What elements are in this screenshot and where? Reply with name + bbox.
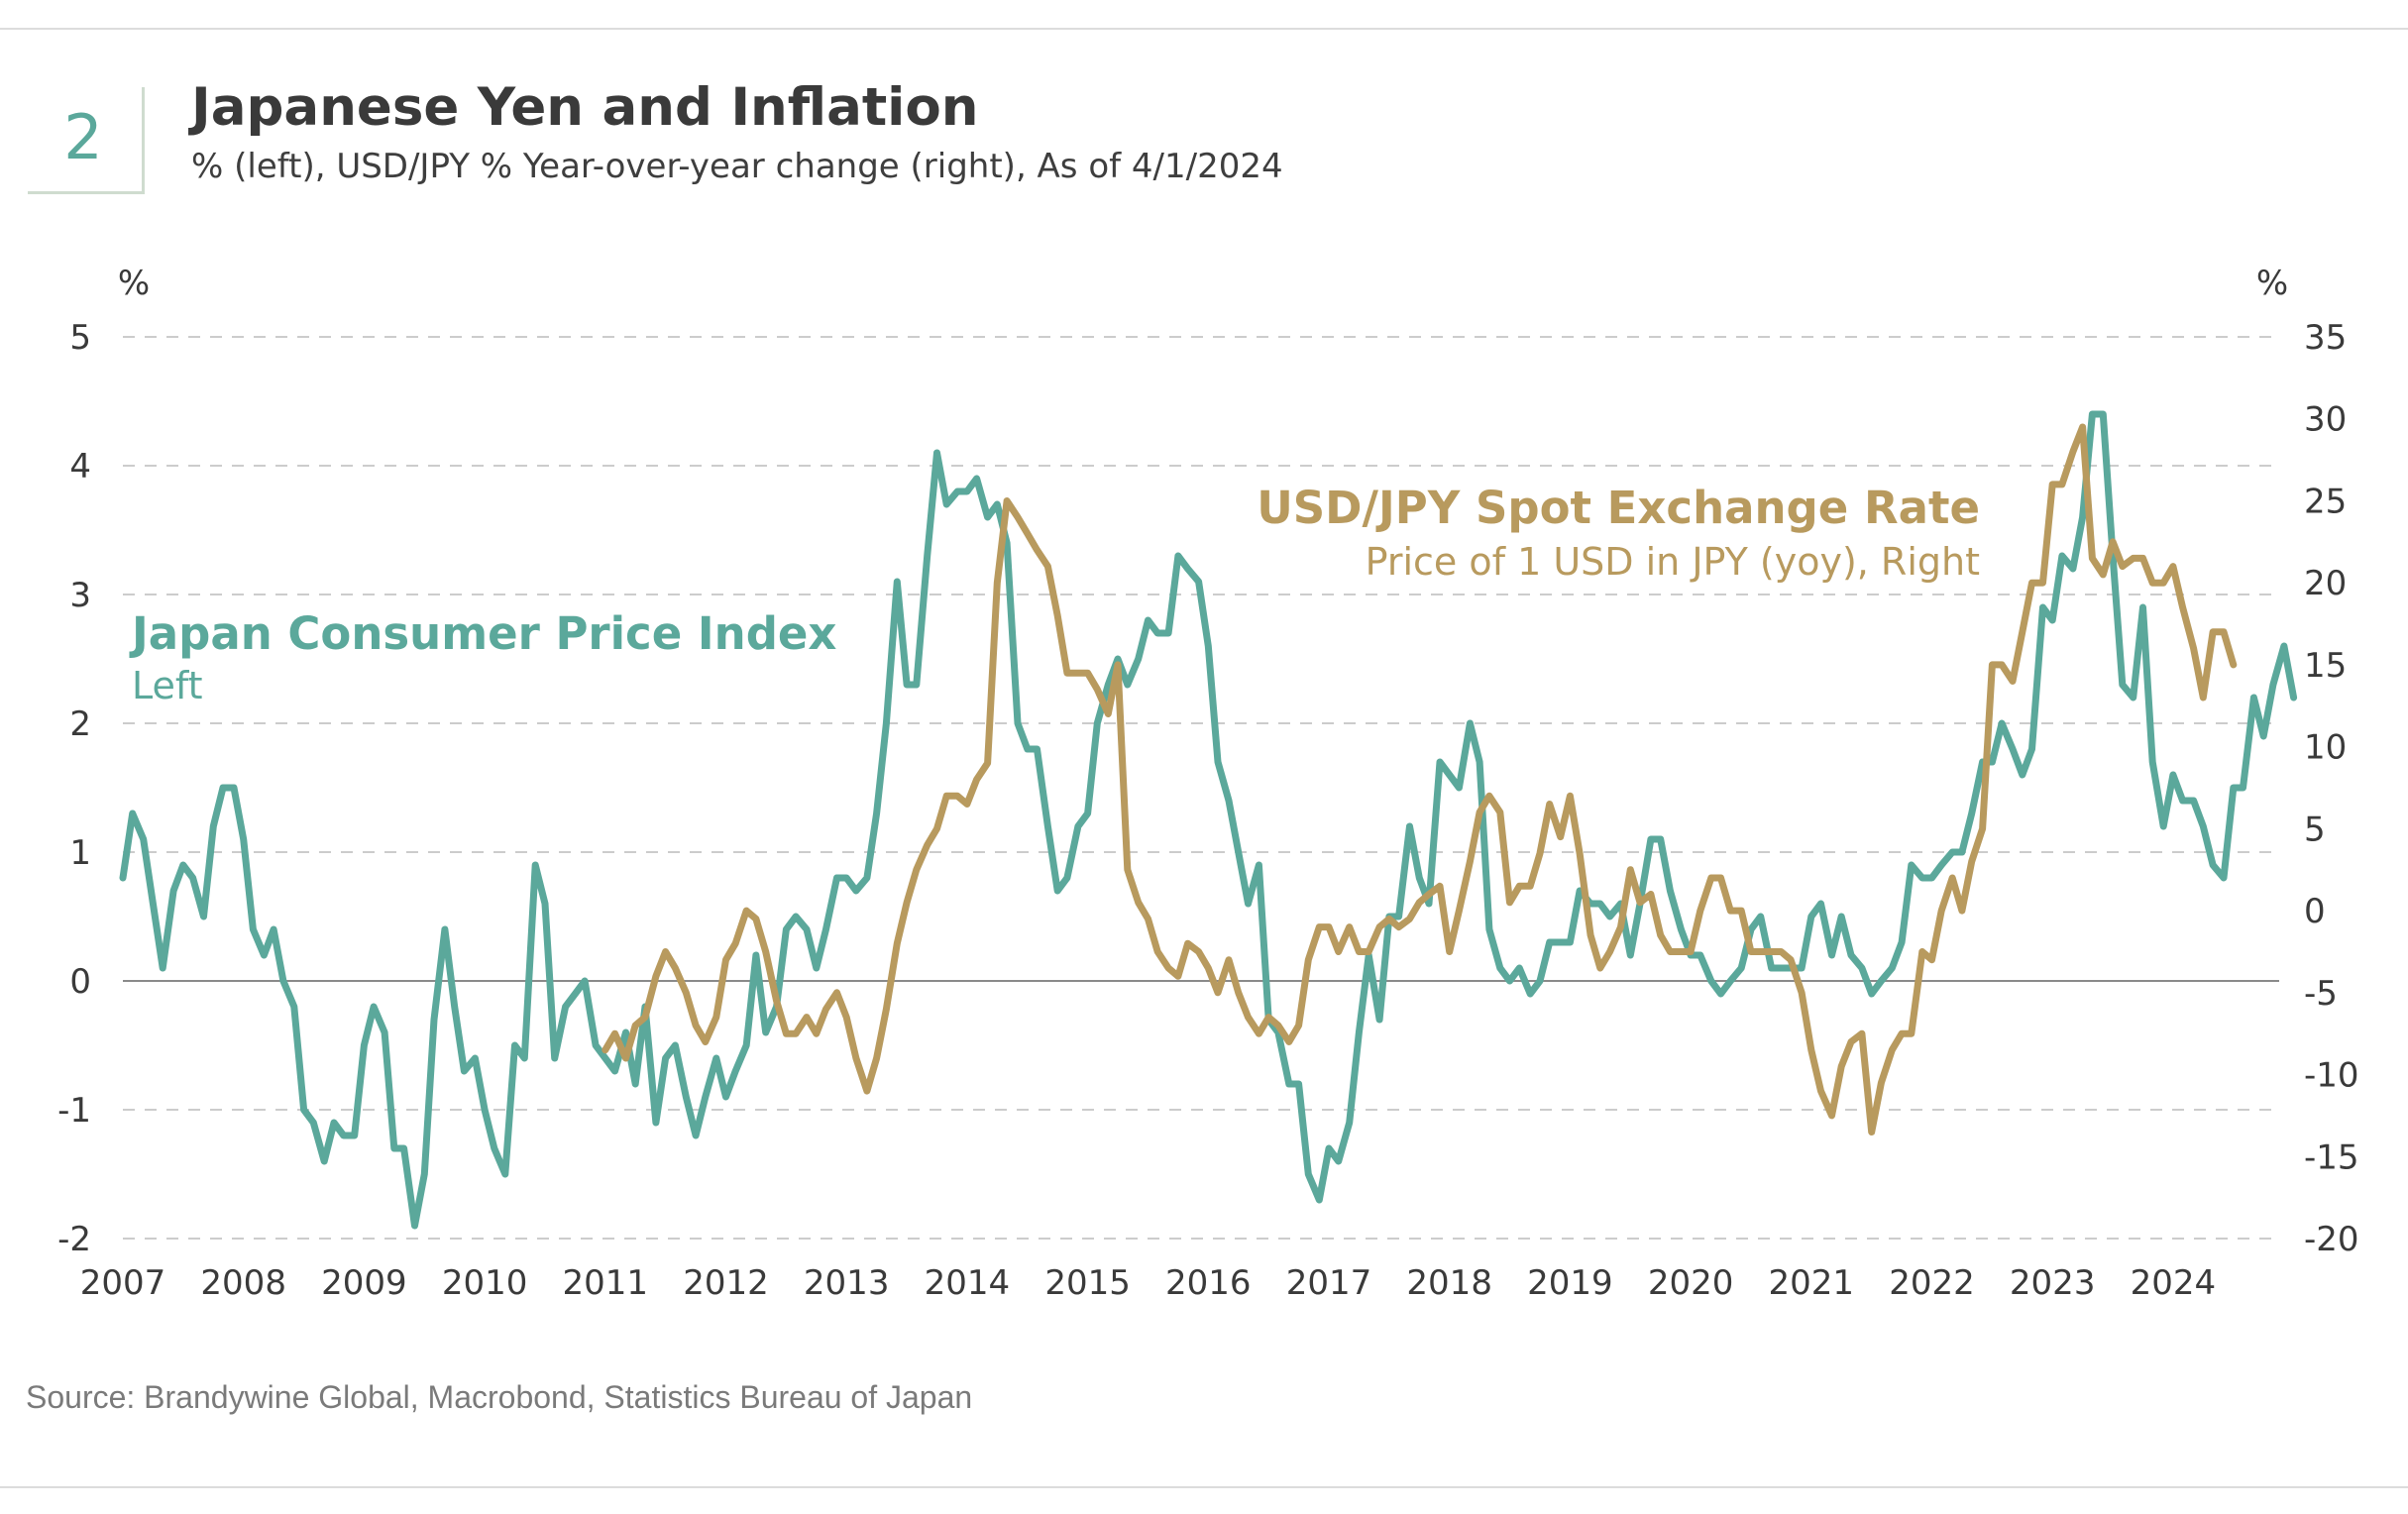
x-tick-label: 2023 — [2010, 1263, 2096, 1303]
x-tick-label: 2009 — [321, 1263, 407, 1303]
x-tick-label: 2017 — [1286, 1263, 1372, 1303]
right-tick-label: 5 — [2304, 810, 2326, 849]
right-tick-label: 35 — [2304, 318, 2347, 358]
bottom-divider — [0, 1486, 2408, 1488]
right-tick-label: -15 — [2304, 1137, 2359, 1177]
x-tick-label: 2018 — [1406, 1263, 1492, 1303]
left-tick-label: 2 — [69, 704, 91, 744]
right-tick-label: -20 — [2304, 1220, 2359, 1259]
x-tick-label: 2013 — [804, 1263, 890, 1303]
right-tick-label: -10 — [2304, 1056, 2359, 1096]
top-divider — [0, 28, 2408, 30]
chart-subtitle: % (left), USD/JPY % Year-over-year chang… — [191, 147, 1283, 186]
usdjpy-series-line — [602, 423, 2238, 1136]
badge-horizontal-line — [28, 191, 145, 194]
right-tick-label: 20 — [2304, 564, 2347, 603]
left-tick-label: 5 — [69, 318, 91, 358]
x-tick-label: 2024 — [2131, 1263, 2217, 1303]
cpi-annotation-sub: Left — [132, 664, 203, 707]
series-layer — [119, 410, 2298, 1230]
left-tick-label: -1 — [57, 1091, 91, 1131]
left-tick-label: -2 — [57, 1220, 91, 1259]
right-tick-label: 25 — [2304, 482, 2347, 521]
axis-layer: % % 543210-1-235302520151050-5-10-15-202… — [57, 264, 2358, 1303]
right-tick-label: 15 — [2304, 646, 2347, 686]
left-axis-unit: % — [118, 264, 150, 303]
source-note: Source: Brandywine Global, Macrobond, St… — [26, 1379, 973, 1415]
annotation-layer: Japan Consumer Price Index Left USD/JPY … — [129, 482, 1980, 707]
right-axis-unit: % — [2256, 264, 2288, 303]
left-tick-label: 1 — [69, 833, 91, 873]
right-tick-label: -5 — [2304, 974, 2338, 1014]
x-tick-label: 2014 — [925, 1263, 1011, 1303]
cpi-annotation-title: Japan Consumer Price Index — [129, 607, 836, 660]
cpi-series-line — [119, 410, 2298, 1230]
left-tick-label: 3 — [69, 576, 91, 615]
x-tick-label: 2011 — [563, 1263, 649, 1303]
left-tick-label: 0 — [69, 962, 91, 1002]
x-tick-label: 2016 — [1165, 1263, 1252, 1303]
left-tick-label: 4 — [69, 447, 91, 487]
x-tick-label: 2020 — [1648, 1263, 1734, 1303]
badge-vertical-line — [142, 87, 145, 194]
fx-annotation-title: USD/JPY Spot Exchange Rate — [1257, 482, 1980, 534]
x-tick-label: 2012 — [683, 1263, 769, 1303]
x-tick-label: 2022 — [1889, 1263, 1975, 1303]
x-tick-label: 2008 — [200, 1263, 286, 1303]
right-tick-label: 10 — [2304, 728, 2347, 768]
x-tick-label: 2019 — [1527, 1263, 1613, 1303]
chart-title: Japanese Yen and Inflation — [191, 77, 979, 138]
line-chart: % % 543210-1-235302520151050-5-10-15-202… — [57, 264, 2358, 1303]
grid-layer — [123, 336, 2279, 1240]
x-tick-label: 2007 — [80, 1263, 166, 1303]
right-tick-label: 30 — [2304, 400, 2347, 440]
x-tick-label: 2015 — [1044, 1263, 1131, 1303]
right-tick-label: 0 — [2304, 892, 2326, 931]
fx-annotation-sub: Price of 1 USD in JPY (yoy), Right — [1366, 540, 1980, 584]
figure-number: 2 — [63, 101, 103, 173]
x-tick-label: 2021 — [1769, 1263, 1855, 1303]
x-tick-label: 2010 — [442, 1263, 528, 1303]
figure-number-badge: 2 — [28, 87, 145, 194]
